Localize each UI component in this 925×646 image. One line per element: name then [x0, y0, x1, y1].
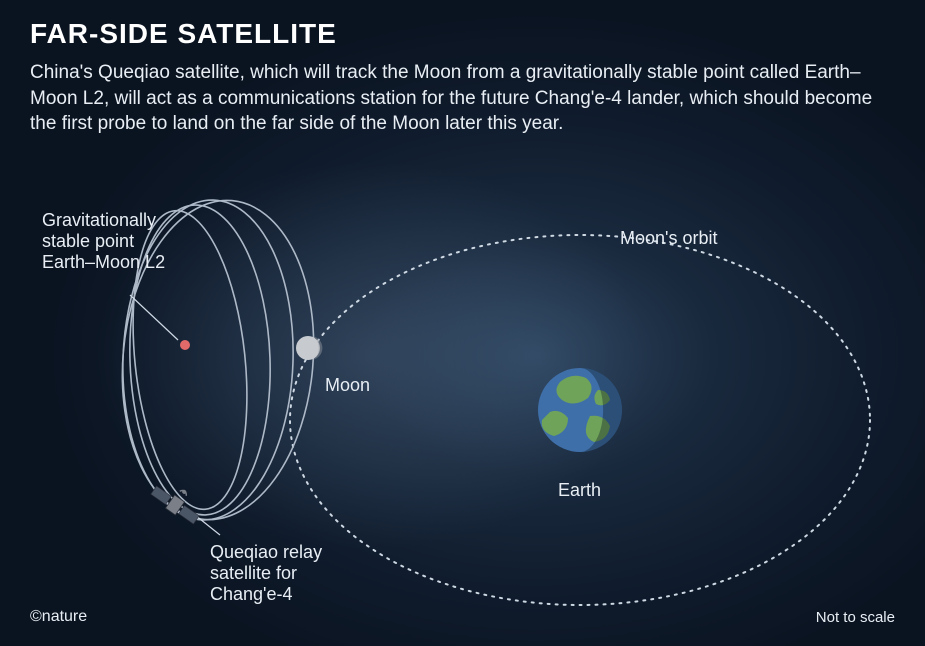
infographic-title: FAR-SIDE SATELLITE [30, 18, 337, 50]
scale-note: Not to scale [816, 609, 895, 626]
earth-label: Earth [558, 480, 601, 501]
earth [538, 368, 622, 452]
moon-label: Moon [325, 375, 370, 396]
credit-text: ©nature [30, 608, 87, 626]
moon-orbit-label: Moon's orbit [620, 228, 717, 249]
infographic-stage: FAR-SIDE SATELLITE China's Queqiao satel… [0, 0, 925, 646]
l2-label: Gravitationallystable pointEarth–Moon L2 [42, 210, 165, 273]
moon [296, 336, 322, 360]
satellite-label: Queqiao relaysatellite forChang'e-4 [210, 542, 322, 605]
infographic-subtitle: China's Queqiao satellite, which will tr… [30, 60, 895, 137]
